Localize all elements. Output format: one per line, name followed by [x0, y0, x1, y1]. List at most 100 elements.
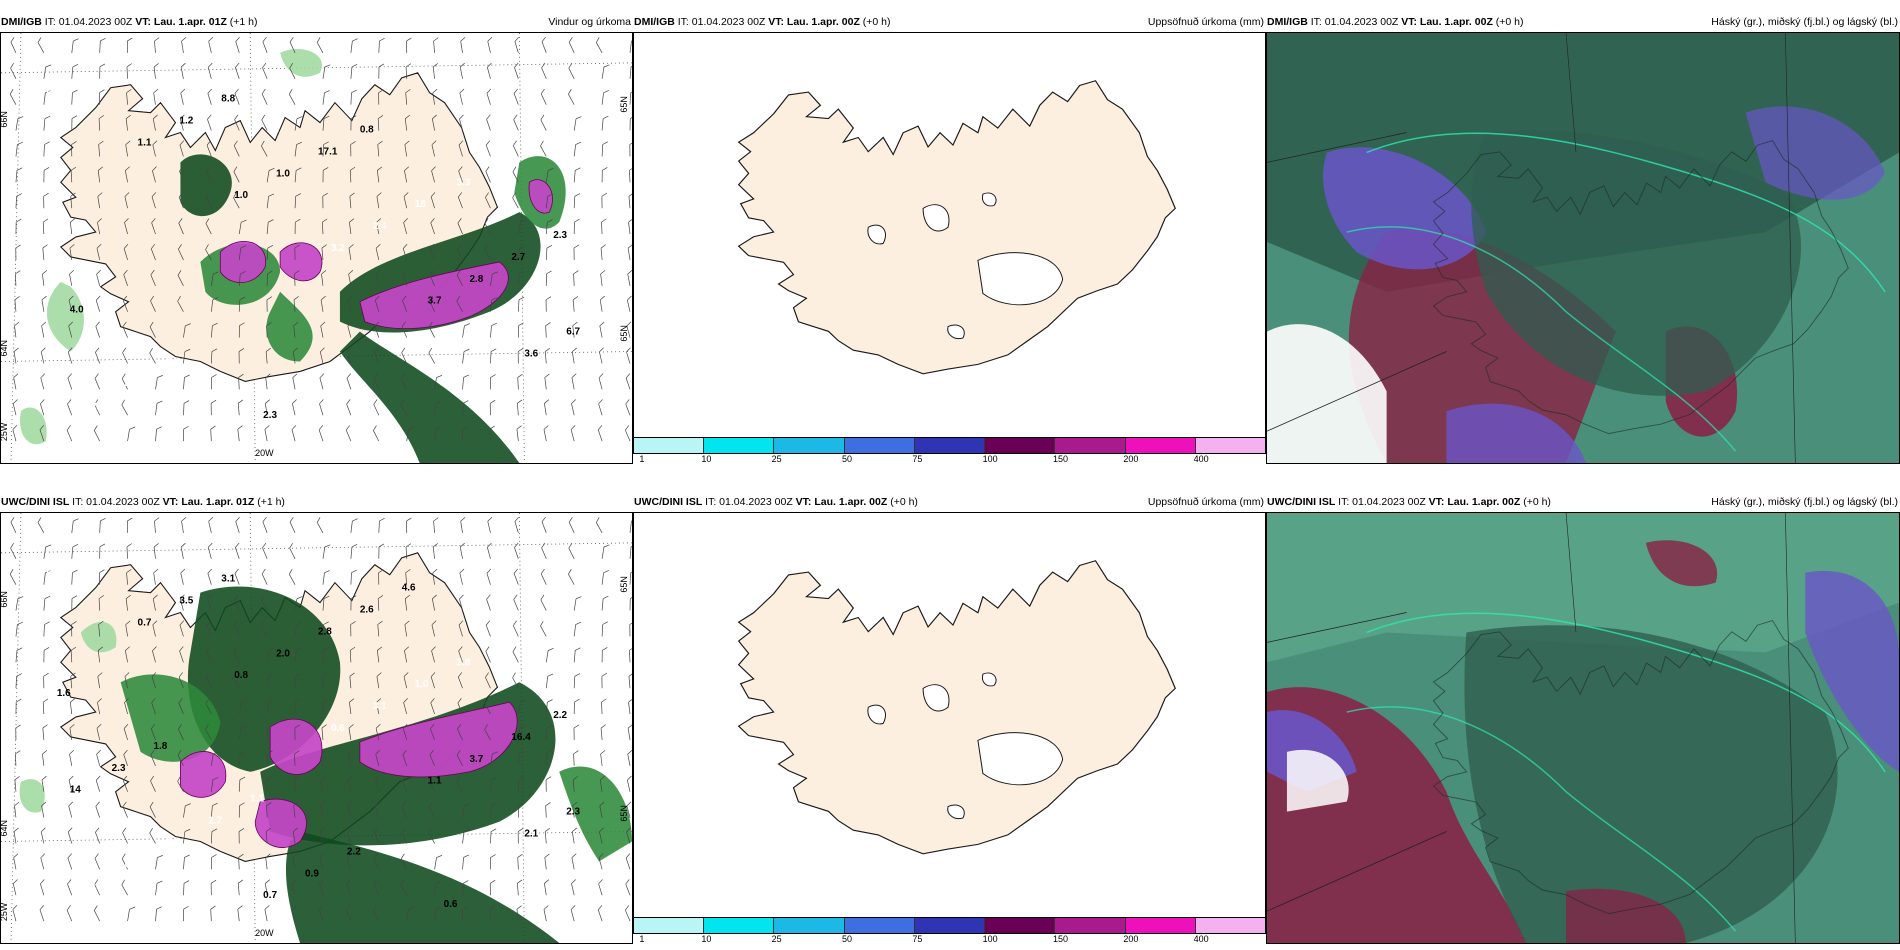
grid-label: 65N — [619, 805, 629, 821]
colorbar-tick-label: 25 — [771, 934, 782, 944]
wind-barb — [601, 141, 609, 157]
wind-barb — [266, 322, 272, 338]
wind-barb — [404, 646, 409, 663]
cloud-map[interactable] — [1266, 32, 1900, 464]
wind-barb — [151, 218, 156, 235]
wind-barb — [261, 594, 268, 611]
wind-barb — [322, 621, 329, 637]
wind-barb — [517, 348, 524, 364]
wind-barb — [459, 62, 465, 79]
wind-barb — [121, 853, 128, 870]
precip-value-label: 0.9 — [540, 614, 554, 625]
colorbar-tick-label: 400 — [1193, 934, 1209, 944]
wind-barb — [13, 827, 19, 844]
cloud-layer — [1464, 625, 1838, 943]
wind-barb — [490, 322, 497, 338]
wind-barb — [178, 698, 184, 715]
wind-barb — [210, 828, 218, 844]
product-title: Háský (gr.), miðský (fj.bl.) og lágský (… — [1711, 496, 1898, 508]
cloud-contour — [1346, 226, 1737, 452]
wind-barb — [459, 542, 465, 559]
colorbar-swatch — [704, 438, 775, 453]
wind-barb — [486, 88, 492, 105]
wind-barb — [294, 750, 300, 766]
wind-barb — [628, 698, 632, 715]
wind-barb — [180, 542, 186, 559]
wind-barb — [598, 853, 604, 870]
cloud-contour — [1346, 706, 1737, 932]
accum-map[interactable] — [633, 512, 1266, 922]
colorbar-swatch — [634, 438, 705, 453]
wind-barb — [237, 425, 243, 442]
wind-barb — [568, 37, 575, 54]
wind-barb — [95, 347, 101, 364]
wind-barb — [125, 594, 131, 611]
wind-barb — [431, 646, 436, 663]
precip-value-label: 0.8 — [234, 670, 248, 681]
wind-barb — [376, 646, 383, 663]
wind-barb — [210, 905, 216, 922]
wind-barb — [179, 140, 185, 157]
wind-barb — [518, 776, 525, 792]
wind-barb — [573, 167, 581, 183]
cloud-layer — [1323, 147, 1487, 270]
wind-barb — [486, 594, 491, 611]
wind-barb — [235, 62, 240, 79]
wind-barb — [183, 828, 191, 844]
wind-barb — [210, 399, 217, 416]
wind-barb — [458, 140, 464, 157]
wind-barb — [99, 543, 106, 559]
wind-barb — [513, 594, 519, 611]
wind-barb — [238, 245, 247, 260]
wind-barb — [70, 192, 76, 209]
wind-barb — [12, 399, 18, 416]
wind-barb — [183, 854, 190, 870]
precip-value-label: 1.1 — [250, 794, 264, 805]
wind-barb — [294, 621, 302, 637]
precip-value-label: 14 — [70, 785, 82, 796]
wind-barb — [234, 88, 240, 105]
cloud-map[interactable] — [1266, 512, 1900, 944]
wind-barb — [489, 425, 495, 442]
wind-barb — [264, 425, 270, 442]
wind-barb — [322, 192, 328, 209]
wind-barb — [261, 114, 268, 131]
wind-barb — [432, 568, 438, 585]
precip-value-label: 0.8 — [360, 125, 374, 136]
wind-barb — [462, 400, 469, 416]
wind-barb — [43, 647, 50, 663]
wind-barb — [179, 646, 184, 663]
wind-barb — [210, 425, 216, 442]
precip-map[interactable]: 66N 64N 65N 65N 25W 20W 0.5 0.7 0.8 0.6 1.1 2.1 3.1 3… — [0, 512, 633, 944]
wind-barb — [15, 724, 21, 740]
wind-barb — [70, 166, 77, 183]
precip-area — [19, 407, 47, 445]
colorbar — [633, 437, 1266, 454]
colorbar-tick-label: 25 — [771, 454, 782, 464]
cloud-layer — [1471, 130, 1802, 396]
wind-barb — [485, 646, 491, 663]
product-title: Háský (gr.), miðský (fj.bl.) og lágský (… — [1711, 16, 1898, 28]
wind-barb — [485, 166, 491, 183]
wind-barb — [266, 673, 275, 689]
wind-barb — [485, 620, 491, 637]
wind-barb — [40, 373, 46, 390]
wind-barb — [13, 853, 19, 870]
wind-barb — [177, 270, 184, 286]
colorbar-tick-label: 1 — [639, 934, 645, 944]
wind-barb — [518, 802, 524, 818]
precip-map[interactable]: 66N 64N 65N 65N 25W 20W 0.5 1.1 1.0 3.2 3.7 3.6 4.2 1… — [0, 32, 633, 464]
wind-barb — [457, 244, 463, 261]
wind-barb — [487, 542, 492, 559]
heavy-precip-core — [359, 261, 509, 329]
accum-map[interactable] — [633, 32, 1266, 442]
glacier-outline — [922, 204, 950, 232]
wind-barb — [210, 777, 219, 792]
wind-barb — [322, 647, 329, 663]
wind-barb — [238, 373, 244, 390]
wind-barb — [153, 568, 159, 585]
wind-barb — [125, 114, 131, 131]
wind-barb — [346, 879, 352, 896]
wind-barb — [377, 620, 383, 637]
model-source: DMI/IGB — [634, 16, 675, 28]
